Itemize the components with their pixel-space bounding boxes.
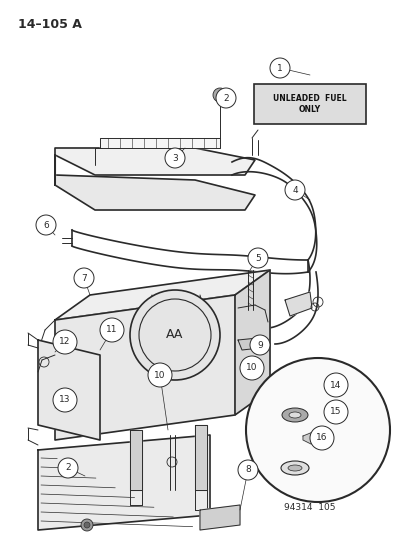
Ellipse shape [281,408,307,422]
Circle shape [323,373,347,397]
Circle shape [237,460,257,480]
Text: 10: 10 [154,370,165,379]
Polygon shape [286,393,302,403]
Circle shape [147,363,171,387]
Circle shape [53,330,77,354]
Circle shape [53,388,77,412]
Text: 1: 1 [276,63,282,72]
Text: 94314  105: 94314 105 [284,504,335,513]
Circle shape [240,356,263,380]
Circle shape [245,358,389,502]
Text: 14: 14 [330,381,341,390]
Circle shape [212,88,226,102]
Circle shape [74,268,94,288]
Circle shape [216,88,235,108]
Circle shape [269,58,289,78]
Circle shape [284,180,304,200]
Circle shape [130,290,219,380]
Text: 6: 6 [43,221,49,230]
Circle shape [165,148,185,168]
Circle shape [247,248,267,268]
Circle shape [100,318,124,342]
Text: 2: 2 [223,93,228,102]
Polygon shape [55,175,254,210]
Ellipse shape [287,465,301,471]
Polygon shape [55,270,269,320]
Polygon shape [130,430,142,490]
Polygon shape [235,270,269,415]
Text: 2: 2 [65,464,71,472]
Circle shape [58,458,78,478]
Polygon shape [38,435,209,530]
Circle shape [81,519,93,531]
Circle shape [36,215,56,235]
Text: AA: AA [166,328,183,342]
Polygon shape [284,440,302,448]
Polygon shape [282,385,306,393]
Ellipse shape [288,412,300,418]
Polygon shape [199,505,240,530]
Text: 5: 5 [254,254,260,262]
Polygon shape [302,430,322,444]
Text: 10: 10 [246,364,257,373]
Text: 3: 3 [172,154,178,163]
Text: 12: 12 [59,337,71,346]
Polygon shape [55,148,254,175]
Text: 16: 16 [316,433,327,442]
Text: 13: 13 [59,395,71,405]
Text: 14–105 A: 14–105 A [18,18,82,31]
Polygon shape [195,425,206,490]
Polygon shape [55,295,235,440]
FancyBboxPatch shape [254,84,365,124]
Polygon shape [100,138,219,148]
Text: 8: 8 [244,465,250,474]
Polygon shape [284,292,311,316]
Text: 15: 15 [330,408,341,416]
Polygon shape [237,338,259,350]
Text: 4: 4 [292,185,297,195]
Ellipse shape [280,461,308,475]
Text: 9: 9 [256,341,262,350]
Text: 11: 11 [106,326,117,335]
Circle shape [249,335,269,355]
Text: UNLEADED  FUEL
ONLY: UNLEADED FUEL ONLY [273,94,346,115]
Circle shape [309,426,333,450]
Circle shape [323,400,347,424]
Text: 7: 7 [81,273,87,282]
Circle shape [84,522,90,528]
Polygon shape [38,340,100,440]
